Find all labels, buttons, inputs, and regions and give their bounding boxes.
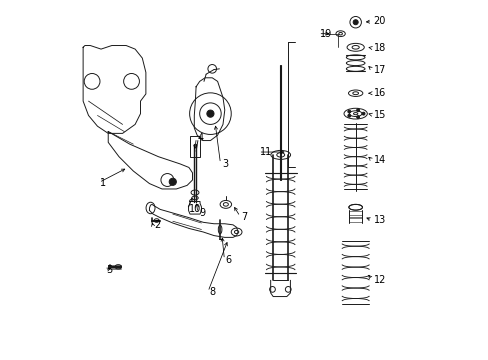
Bar — [190, 136, 199, 157]
Text: 15: 15 — [373, 110, 385, 120]
Text: 12: 12 — [373, 275, 385, 285]
Text: 13: 13 — [373, 215, 385, 225]
Text: 9: 9 — [199, 208, 205, 218]
Text: 8: 8 — [209, 287, 215, 297]
Circle shape — [347, 114, 350, 117]
Text: 11: 11 — [260, 147, 272, 157]
Text: 14: 14 — [373, 155, 385, 165]
Text: 18: 18 — [373, 43, 385, 53]
Circle shape — [356, 109, 359, 112]
Circle shape — [352, 20, 357, 25]
Circle shape — [347, 110, 350, 113]
Text: 3: 3 — [222, 158, 227, 168]
Circle shape — [206, 110, 214, 117]
Text: 17: 17 — [373, 64, 385, 75]
Text: 5: 5 — [106, 265, 112, 275]
Text: 20: 20 — [373, 17, 385, 27]
Ellipse shape — [353, 113, 357, 115]
Text: 2: 2 — [154, 220, 160, 230]
Text: 10: 10 — [188, 204, 201, 215]
Circle shape — [356, 116, 359, 118]
Circle shape — [169, 178, 176, 185]
Circle shape — [362, 112, 364, 115]
Text: 7: 7 — [241, 212, 247, 221]
Text: 1: 1 — [100, 177, 106, 188]
Text: 6: 6 — [225, 255, 231, 265]
Text: 4: 4 — [198, 133, 203, 143]
Text: 19: 19 — [319, 29, 331, 39]
Text: 16: 16 — [373, 88, 385, 98]
